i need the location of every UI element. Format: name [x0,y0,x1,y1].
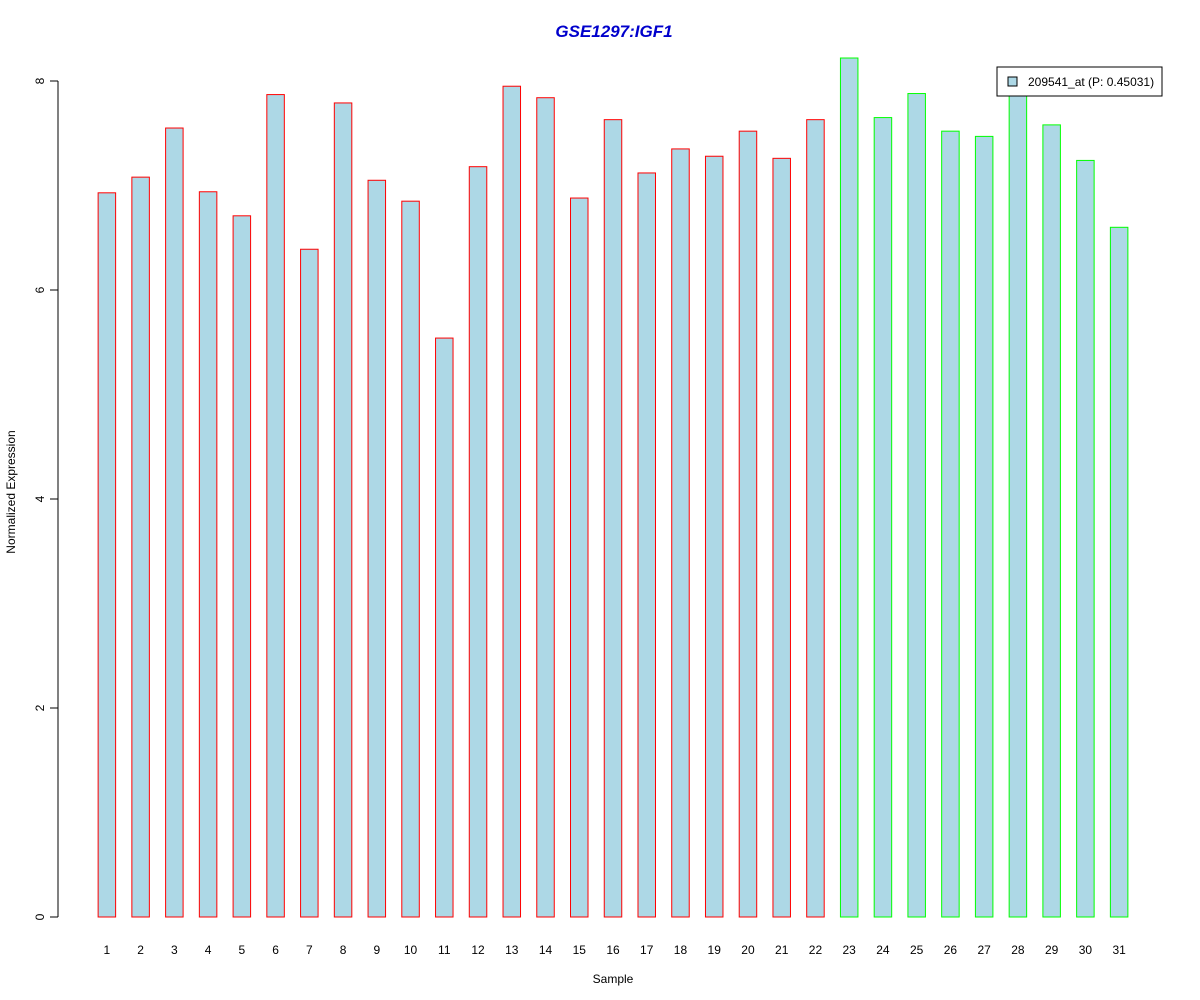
bar [131,176,150,918]
bar [502,85,522,918]
bar [671,148,690,918]
bar [806,119,825,918]
x-axis-title: Sample [593,972,634,986]
bar [637,172,656,918]
bar [300,248,319,918]
x-tick-label: 29 [1045,943,1059,957]
x-tick-label: 15 [573,943,587,957]
bar [772,157,791,918]
legend-swatch [1007,76,1018,87]
y-tick-label: 4 [33,495,47,502]
bar [97,192,117,918]
bar [165,127,184,918]
x-tick-label: 19 [708,943,722,957]
bar [603,119,623,918]
legend-label: 209541_at (P: 0.45031) [1028,75,1154,89]
y-tick-label: 8 [33,77,47,84]
bar [1076,159,1095,918]
bar [198,191,218,918]
bar [974,135,994,918]
bar [232,215,252,918]
x-tick-label: 20 [741,943,755,957]
bar [704,155,724,918]
bar [401,200,420,918]
legend: 209541_at (P: 0.45031) [996,66,1163,97]
bar [570,197,589,918]
bar [1008,88,1028,918]
x-tick-label: 12 [471,943,485,957]
bar [1109,226,1129,918]
x-tick-label: 17 [640,943,654,957]
bar [266,94,285,918]
x-tick-label: 26 [944,943,958,957]
x-tick-label: 5 [238,943,245,957]
bar [1042,124,1061,918]
x-tick-label: 23 [843,943,857,957]
bar [738,130,758,918]
x-tick-label: 21 [775,943,789,957]
x-tick-label: 30 [1079,943,1093,957]
chart-title: GSE1297:IGF1 [555,22,672,41]
x-tick-label: 18 [674,943,688,957]
bar [941,130,960,918]
x-tick-label: 1 [104,943,111,957]
bar [435,337,454,918]
x-tick-label: 25 [910,943,924,957]
x-tick-label: 24 [876,943,890,957]
x-tick-label: 10 [404,943,418,957]
x-tick-label: 31 [1112,943,1126,957]
bar [873,117,893,918]
bars [97,57,1129,918]
x-tick-label: 13 [505,943,519,957]
x-tick-labels: 1 2 3 4 5 6 7 8 9 10 11 12 13 14 15 16 17 18 19 20 21 22 23 24 2… [104,943,1127,957]
bar [367,179,387,918]
x-tick-label: 4 [205,943,212,957]
x-tick-label: 7 [306,943,313,957]
bar [468,166,488,918]
x-tick-label: 2 [137,943,144,957]
x-tick-label: 11 [438,943,451,957]
x-tick-label: 9 [373,943,380,957]
y-tick-label: 6 [33,286,47,293]
x-tick-label: 8 [340,943,347,957]
legend-box [996,66,1163,97]
bar [536,97,555,918]
x-tick-label: 28 [1011,943,1025,957]
x-tick-label: 14 [539,943,553,957]
x-tick-label: 16 [606,943,620,957]
y-axis-title: Normalized Expression [4,430,18,553]
bar [907,93,926,918]
y-axis: 0 2 4 6 8 [33,77,59,920]
x-tick-label: 27 [977,943,991,957]
bar [333,102,353,918]
y-tick-label: 2 [33,704,47,711]
x-tick-label: 22 [809,943,823,957]
x-tick-label: 6 [272,943,279,957]
bar [839,57,859,918]
x-tick-label: 3 [171,943,178,957]
y-tick-label: 0 [33,913,47,920]
